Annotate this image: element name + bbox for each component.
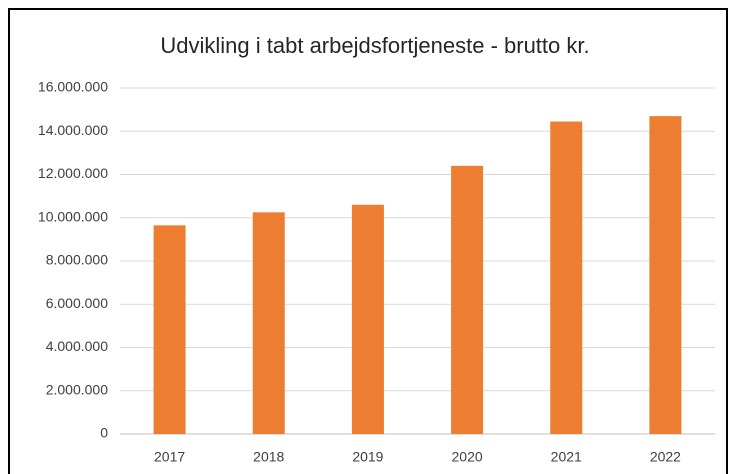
bar bbox=[252, 212, 285, 434]
y-tick-label: 0 bbox=[100, 425, 108, 441]
y-tick-label: 16.000.000 bbox=[38, 79, 108, 95]
y-tick-label: 10.000.000 bbox=[38, 208, 108, 224]
y-tick-label: 14.000.000 bbox=[38, 122, 108, 138]
x-tick-label: 2022 bbox=[650, 449, 681, 465]
x-tick-label: 2021 bbox=[551, 449, 582, 465]
chart-title: Udvikling i tabt arbejdsfortjeneste - br… bbox=[160, 33, 589, 58]
x-tick-label: 2018 bbox=[253, 449, 284, 465]
y-tick-label: 4.000.000 bbox=[46, 338, 108, 354]
bar bbox=[153, 225, 186, 434]
x-tick-label: 2020 bbox=[452, 449, 483, 465]
bar bbox=[351, 204, 384, 434]
x-tick-label: 2017 bbox=[154, 449, 185, 465]
bar bbox=[451, 165, 484, 434]
y-tick-label: 6.000.000 bbox=[46, 295, 108, 311]
bar bbox=[550, 121, 583, 435]
x-tick-label: 2019 bbox=[352, 449, 383, 465]
bar bbox=[649, 116, 682, 435]
y-tick-label: 2.000.000 bbox=[46, 381, 108, 397]
y-tick-label: 8.000.000 bbox=[46, 252, 108, 268]
y-tick-label: 12.000.000 bbox=[38, 165, 108, 181]
